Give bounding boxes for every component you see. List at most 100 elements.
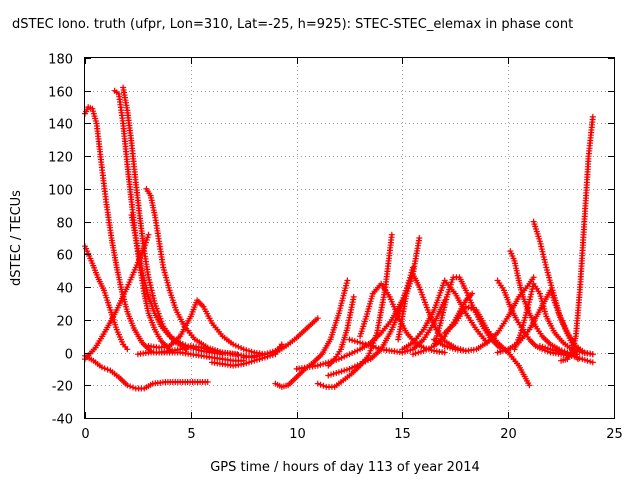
data-point	[547, 346, 554, 353]
data-point	[124, 382, 131, 389]
plot-frame	[84, 57, 615, 419]
data-point	[314, 380, 321, 387]
data-point	[325, 372, 332, 379]
data-point	[571, 353, 578, 360]
data-point	[423, 346, 430, 353]
y-tick-label: 180	[48, 53, 73, 68]
data-point	[542, 344, 549, 351]
series-arc-03	[82, 352, 211, 392]
data-point	[566, 352, 572, 358]
data-point	[441, 349, 448, 356]
data-point	[539, 343, 546, 350]
y-tick-label: -20	[52, 380, 73, 395]
data-point	[182, 344, 189, 351]
data-point	[579, 356, 586, 363]
series-arc-13	[240, 315, 321, 361]
data-point	[441, 343, 448, 349]
data-point	[127, 383, 134, 390]
data-point	[104, 366, 111, 373]
data-point	[584, 357, 591, 364]
data-point	[204, 379, 211, 385]
data-point	[558, 349, 565, 356]
data-point	[354, 362, 361, 369]
data-point	[98, 364, 105, 371]
series-arc-09	[145, 297, 268, 358]
data-point	[330, 370, 337, 377]
data-point	[589, 351, 596, 358]
y-tick-label: 60	[56, 249, 73, 264]
data-point	[370, 343, 377, 350]
series-line	[83, 354, 209, 390]
data-point	[416, 235, 423, 241]
data-point	[412, 350, 419, 357]
grid	[85, 58, 614, 418]
data-point	[536, 343, 543, 349]
data-point	[243, 360, 250, 367]
y-tick-labels: -40 -20 0 20 40 60 80 100 120 140 160 180	[48, 53, 73, 428]
data-point	[560, 350, 567, 357]
series-arc-05	[111, 87, 173, 353]
series-arc-02	[82, 104, 154, 354]
data-point	[365, 357, 371, 364]
ticks	[85, 58, 615, 419]
data-point	[589, 113, 596, 120]
data-point	[341, 353, 348, 360]
data-point	[201, 345, 207, 352]
x-tick-label: 10	[289, 427, 306, 442]
data-point	[341, 367, 348, 374]
data-point	[470, 306, 477, 313]
x-tick-label: 25	[606, 427, 623, 442]
data-point	[447, 344, 453, 351]
data-point	[465, 304, 472, 311]
data-point	[243, 347, 250, 354]
y-tick-label: 160	[48, 86, 73, 101]
y-tick-label: -40	[52, 413, 73, 428]
y-tick-label: 120	[48, 151, 73, 166]
data-point	[145, 231, 152, 238]
y-tick-label: 0	[65, 348, 73, 363]
y-tick-label: 140	[48, 118, 73, 133]
x-tick-label: 20	[500, 427, 517, 442]
data-point	[441, 301, 448, 308]
data-point	[314, 315, 321, 322]
series-arc-19	[346, 297, 448, 356]
data-point	[349, 350, 356, 356]
series-arc-32	[558, 113, 596, 364]
data-point	[230, 341, 237, 348]
series-arc-26	[441, 303, 533, 389]
data-point	[317, 381, 324, 388]
data-point	[101, 365, 108, 372]
data-point	[359, 359, 366, 366]
data-point	[248, 358, 255, 365]
data-point	[130, 384, 136, 391]
y-tick-label: 40	[56, 282, 73, 297]
data-point	[143, 237, 150, 243]
data-point	[350, 293, 357, 300]
series-arc-07	[128, 212, 226, 358]
data-point	[417, 348, 424, 355]
data-point	[354, 347, 361, 354]
data-point	[124, 346, 131, 353]
series-line	[113, 89, 171, 351]
data-point	[388, 231, 395, 238]
data-point	[530, 274, 537, 281]
x-tick-label: 0	[81, 427, 89, 442]
data-point	[177, 339, 184, 346]
series-line	[145, 187, 239, 356]
data-point	[407, 347, 414, 354]
y-tick-label: 20	[56, 315, 73, 330]
data-point	[235, 343, 242, 350]
series-layer	[82, 84, 596, 392]
x-tick-labels: 0 5 10 15 20 25	[81, 427, 622, 442]
y-axis-title: dSTEC / TECUs	[9, 190, 24, 286]
data-point	[552, 347, 559, 354]
data-point	[344, 277, 351, 284]
data-point	[526, 382, 533, 389]
series-arc-08	[143, 185, 241, 358]
data-point	[335, 369, 342, 376]
data-point	[317, 361, 324, 368]
chart-title: dSTEC Iono. truth (ufpr, Lon=310, Lat=-2…	[12, 17, 573, 32]
data-point	[354, 338, 361, 345]
series-arc-15	[314, 231, 395, 390]
